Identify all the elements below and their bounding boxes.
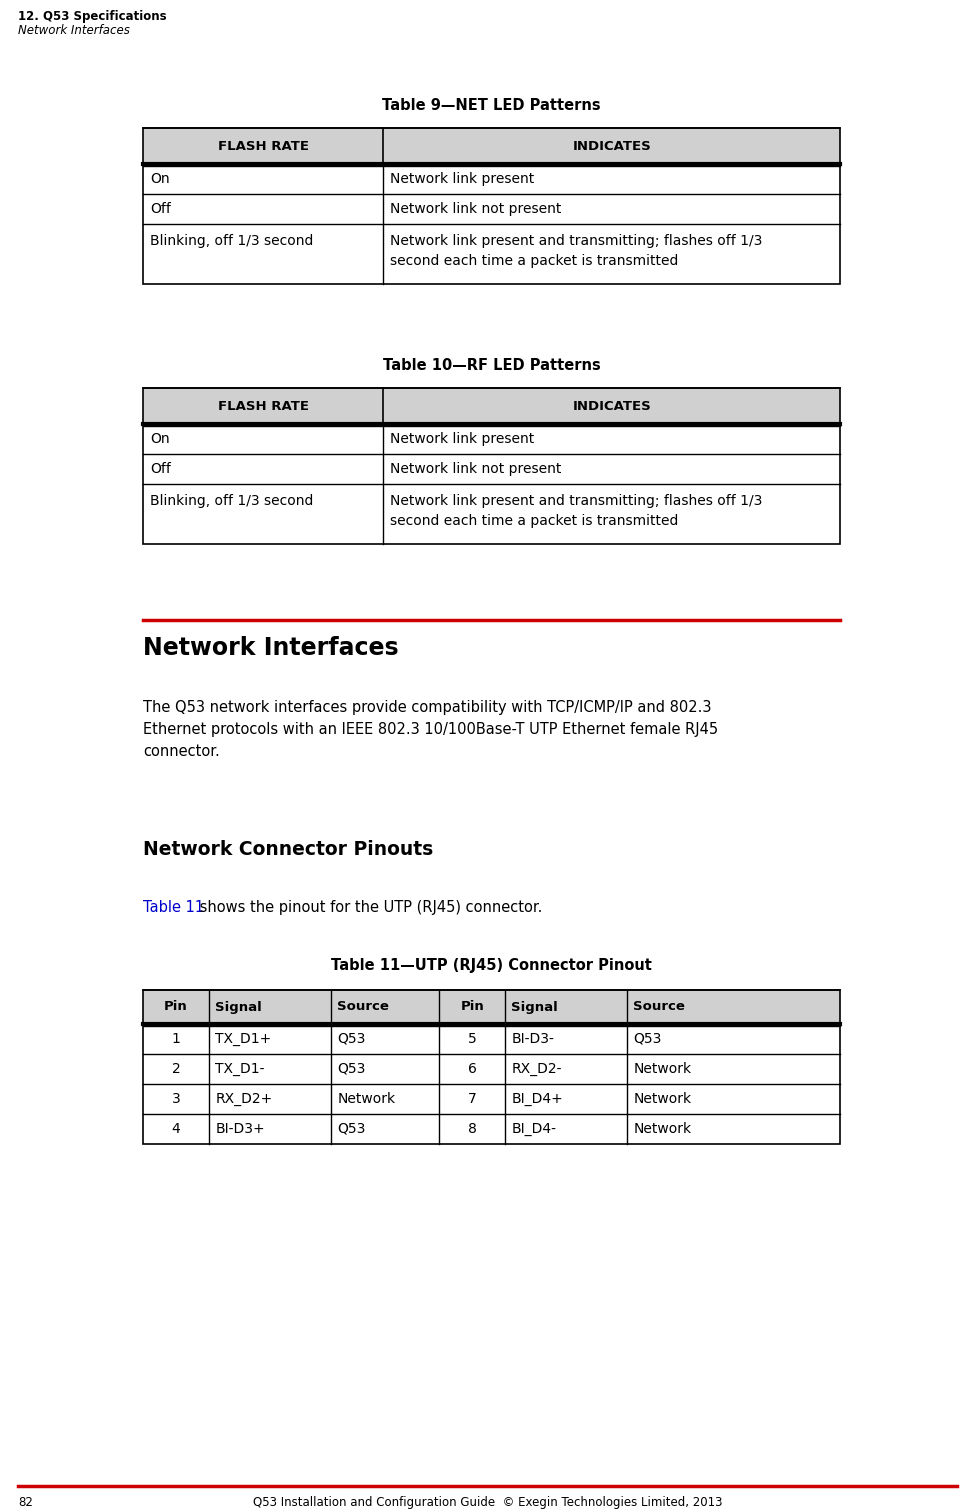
Text: Table 9—NET LED Patterns: Table 9—NET LED Patterns (382, 98, 601, 113)
Text: Ethernet protocols with an IEEE 802.3 10/100Base-T UTP Ethernet female RJ45: Ethernet protocols with an IEEE 802.3 10… (143, 723, 719, 736)
Text: Signal: Signal (215, 1001, 262, 1013)
Text: RX_D2-: RX_D2- (512, 1061, 562, 1077)
Text: Blinking, off 1/3 second: Blinking, off 1/3 second (150, 494, 313, 508)
Text: TX_D1-: TX_D1- (215, 1061, 265, 1077)
Text: BI_D4-: BI_D4- (512, 1122, 557, 1136)
Text: FLASH RATE: FLASH RATE (217, 399, 309, 413)
Text: Network: Network (634, 1122, 691, 1136)
Bar (143, 129, 840, 163)
Text: Network link present: Network link present (390, 432, 534, 446)
Text: On: On (150, 432, 170, 446)
Text: Q53 Installation and Configuration Guide  © Exegin Technologies Limited, 2013: Q53 Installation and Configuration Guide… (253, 1495, 722, 1509)
Text: 6: 6 (468, 1061, 477, 1077)
Text: BI-D3+: BI-D3+ (215, 1122, 265, 1136)
Text: Blinking, off 1/3 second: Blinking, off 1/3 second (150, 234, 313, 248)
Text: Q53: Q53 (634, 1033, 662, 1046)
Text: Network Interfaces: Network Interfaces (143, 637, 399, 661)
Bar (143, 389, 840, 423)
Text: Network link not present: Network link not present (390, 463, 562, 476)
Text: Pin: Pin (460, 1001, 485, 1013)
Text: Table 11: Table 11 (143, 900, 204, 915)
Text: Table 11—UTP (RJ45) Connector Pinout: Table 11—UTP (RJ45) Connector Pinout (332, 959, 652, 974)
Text: 7: 7 (468, 1092, 477, 1105)
Text: 4: 4 (172, 1122, 180, 1136)
Text: 8: 8 (468, 1122, 477, 1136)
Text: 12. Q53 Specifications: 12. Q53 Specifications (18, 11, 167, 23)
Text: Pin: Pin (164, 1001, 188, 1013)
Text: Network link present: Network link present (390, 172, 534, 186)
Text: Off: Off (150, 203, 171, 216)
Text: Network: Network (634, 1061, 691, 1077)
Bar (143, 990, 840, 1024)
Text: 5: 5 (468, 1033, 477, 1046)
Text: BI-D3-: BI-D3- (512, 1033, 555, 1046)
Text: 1: 1 (172, 1033, 180, 1046)
Text: Network Interfaces: Network Interfaces (18, 24, 130, 36)
Text: Off: Off (150, 463, 171, 476)
Text: FLASH RATE: FLASH RATE (217, 139, 309, 153)
Text: connector.: connector. (143, 744, 219, 759)
Text: Q53: Q53 (337, 1033, 366, 1046)
Text: shows the pinout for the UTP (RJ45) connector.: shows the pinout for the UTP (RJ45) conn… (195, 900, 542, 915)
Text: Source: Source (337, 1001, 389, 1013)
Text: Network link not present: Network link not present (390, 203, 562, 216)
Bar (143, 129, 840, 284)
Text: Table 10—RF LED Patterns: Table 10—RF LED Patterns (382, 358, 601, 373)
Text: Signal: Signal (512, 1001, 559, 1013)
Text: INDICATES: INDICATES (572, 399, 651, 413)
Text: Network Connector Pinouts: Network Connector Pinouts (143, 841, 433, 859)
Text: Network: Network (634, 1092, 691, 1105)
Text: RX_D2+: RX_D2+ (215, 1092, 272, 1105)
Text: On: On (150, 172, 170, 186)
Text: 3: 3 (172, 1092, 180, 1105)
Text: Network link present and transmitting; flashes off 1/3
second each time a packet: Network link present and transmitting; f… (390, 494, 762, 528)
Text: Source: Source (634, 1001, 685, 1013)
Text: TX_D1+: TX_D1+ (215, 1033, 271, 1046)
Text: 2: 2 (172, 1061, 180, 1077)
Text: Network: Network (337, 1092, 395, 1105)
Text: The Q53 network interfaces provide compatibility with TCP/ICMP/IP and 802.3: The Q53 network interfaces provide compa… (143, 700, 712, 715)
Text: 82: 82 (18, 1495, 33, 1509)
Text: BI_D4+: BI_D4+ (512, 1092, 564, 1105)
Text: Network link present and transmitting; flashes off 1/3
second each time a packet: Network link present and transmitting; f… (390, 234, 762, 268)
Text: Q53: Q53 (337, 1122, 366, 1136)
Bar (143, 389, 840, 544)
Text: INDICATES: INDICATES (572, 139, 651, 153)
Bar (143, 990, 840, 1145)
Text: Q53: Q53 (337, 1061, 366, 1077)
